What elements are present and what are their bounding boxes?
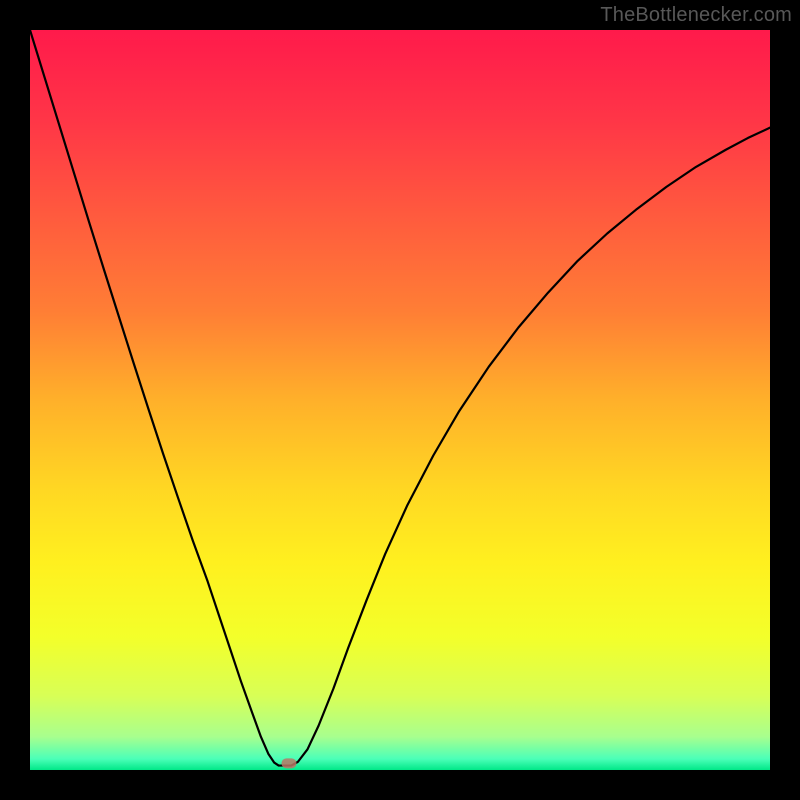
chart-stage: TheBottlenecker.com — [0, 0, 800, 800]
plot-background — [30, 30, 770, 770]
optimum-marker — [282, 758, 297, 768]
bottleneck-chart-svg — [0, 0, 800, 800]
